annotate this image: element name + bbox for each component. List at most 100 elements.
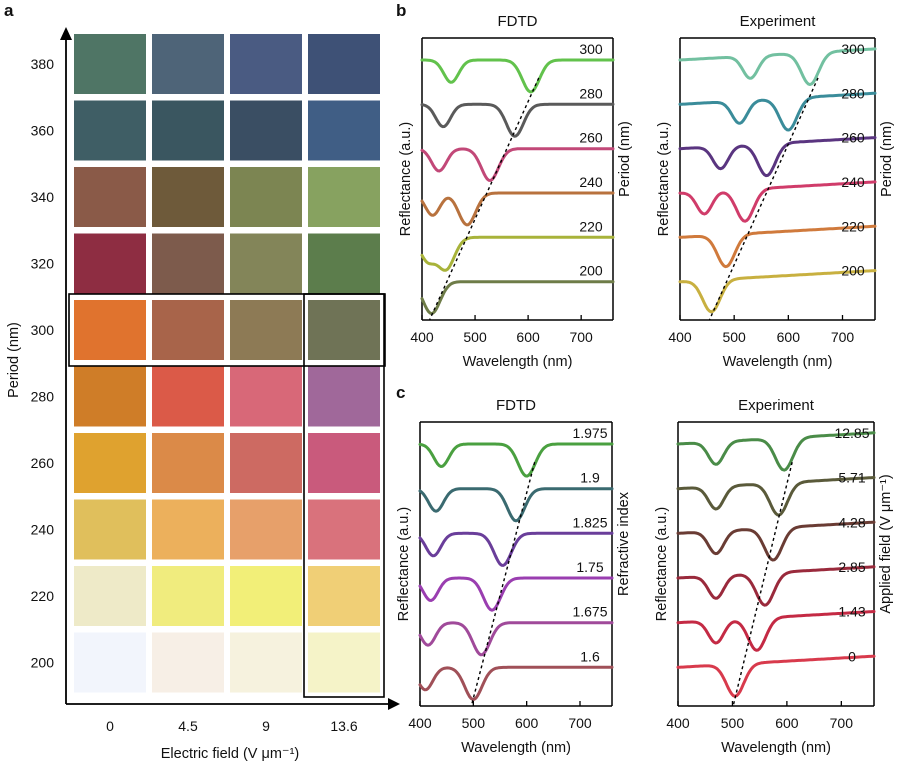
color-swatch-240-4.5 xyxy=(152,499,224,560)
color-swatch-240-13.6 xyxy=(308,499,380,560)
curve-label: 300 xyxy=(579,41,603,57)
x-tick-label: 600 xyxy=(515,715,539,731)
x-tick-label: 600 xyxy=(777,329,801,345)
curve-0 xyxy=(676,654,876,698)
curve-label: 280 xyxy=(579,85,603,101)
curve-1.43 xyxy=(676,610,876,652)
curve-label: 0 xyxy=(848,648,856,664)
x-tick-label: 500 xyxy=(722,329,746,345)
x-tick-label: 500 xyxy=(463,329,487,345)
curve-260 xyxy=(678,136,877,178)
dip-trend-line xyxy=(428,77,540,321)
curve-220 xyxy=(420,235,615,272)
curve-label: 200 xyxy=(579,263,603,279)
color-swatch-360-4.5 xyxy=(152,100,224,161)
plot-title: FDTD xyxy=(498,13,538,30)
x-tick-label: 400 xyxy=(408,715,432,731)
x-tick-label: 600 xyxy=(775,715,799,731)
x-axis-arrow-icon xyxy=(388,698,400,710)
field-tick-label: 4.5 xyxy=(178,718,198,734)
curve-280 xyxy=(678,91,877,132)
plot-title: Experiment xyxy=(740,13,817,30)
period-tick-label: 200 xyxy=(31,655,55,671)
period-tick-label: 300 xyxy=(31,322,55,338)
x-tick-label: 700 xyxy=(830,715,854,731)
curve-1.825 xyxy=(418,531,614,567)
curve-4.28 xyxy=(676,520,876,562)
plot-y-axis-label: Reflectance (a.u.) xyxy=(656,122,672,236)
color-swatch-280-0 xyxy=(74,366,146,427)
x-tick-label: 400 xyxy=(668,329,692,345)
period-tick-label: 360 xyxy=(31,123,55,139)
period-tick-label: 340 xyxy=(31,189,55,205)
color-swatch-260-0 xyxy=(74,433,146,493)
color-swatch-380-4.5 xyxy=(152,34,224,94)
x-tick-label: 600 xyxy=(516,329,540,345)
period-tick-label: 280 xyxy=(31,389,55,405)
x-tick-label: 500 xyxy=(462,715,486,731)
period-tick-label: 240 xyxy=(31,522,55,538)
color-swatch-300-9 xyxy=(230,300,302,360)
x-tick-label: 400 xyxy=(410,329,434,345)
field-tick-label: 9 xyxy=(262,718,270,734)
curve-300 xyxy=(678,47,877,86)
curve-label: 280 xyxy=(841,85,865,101)
color-swatch-380-9 xyxy=(230,34,302,94)
color-swatch-280-13.6 xyxy=(308,366,380,427)
color-swatch-300-0 xyxy=(74,300,146,360)
period-tick-label: 380 xyxy=(31,56,55,72)
curve-1.975 xyxy=(418,442,614,478)
curve-label: 2.85 xyxy=(838,559,865,575)
curve-200 xyxy=(420,280,615,316)
period-tick-label: 260 xyxy=(31,455,55,471)
y-axis-arrow-icon xyxy=(60,27,72,40)
color-swatch-360-0 xyxy=(74,100,146,161)
color-swatch-340-13.6 xyxy=(308,167,380,227)
plot-x-axis-label: Wavelength (nm) xyxy=(461,740,571,756)
curve-label: 1.975 xyxy=(572,425,607,441)
color-swatch-240-9 xyxy=(230,499,302,560)
color-swatch-220-0 xyxy=(74,566,146,626)
curve-260 xyxy=(420,147,615,182)
field-tick-label: 0 xyxy=(106,718,114,734)
color-swatch-260-13.6 xyxy=(308,433,380,493)
curve-label: 300 xyxy=(841,41,865,57)
color-swatch-340-4.5 xyxy=(152,167,224,227)
color-swatch-300-4.5 xyxy=(152,300,224,360)
field-tick-label: 13.6 xyxy=(330,718,357,734)
dip-trend-line xyxy=(732,461,793,707)
panel-letter-c: c xyxy=(396,383,405,402)
plot-x-axis-label: Wavelength (nm) xyxy=(721,740,831,756)
color-swatch-280-4.5 xyxy=(152,366,224,427)
curve-label: 200 xyxy=(841,263,865,279)
x-tick-label: 400 xyxy=(666,715,690,731)
curve-300 xyxy=(420,58,615,94)
x-tick-label: 700 xyxy=(568,715,592,731)
curve-240 xyxy=(678,180,877,223)
color-swatch-340-9 xyxy=(230,167,302,227)
plot-x-axis-label: Wavelength (nm) xyxy=(463,354,573,370)
color-swatch-200-9 xyxy=(230,632,302,693)
color-swatch-360-9 xyxy=(230,100,302,161)
x-tick-label: 700 xyxy=(831,329,855,345)
panel-a-y-axis-label: Period (nm) xyxy=(6,322,22,398)
curve-1.9 xyxy=(418,487,614,523)
period-tick-label: 320 xyxy=(31,256,55,272)
curve-1.675 xyxy=(418,621,614,657)
color-swatch-320-0 xyxy=(74,233,146,294)
x-tick-label: 700 xyxy=(569,329,593,345)
color-swatch-320-9 xyxy=(230,233,302,294)
curve-label: 220 xyxy=(841,218,865,234)
curve-1.75 xyxy=(418,576,614,612)
curve-label: 1.75 xyxy=(576,559,603,575)
plot-right-label: Period (nm) xyxy=(879,121,895,197)
plot-y-axis-label: Reflectance (a.u.) xyxy=(398,122,414,236)
color-swatch-200-13.6 xyxy=(308,632,380,693)
curve-label: 260 xyxy=(841,130,865,146)
curve-label: 1.6 xyxy=(580,648,600,664)
curve-2.85 xyxy=(676,565,876,607)
curve-label: 1.825 xyxy=(572,514,607,530)
color-swatch-380-0 xyxy=(74,34,146,94)
curve-label: 5.71 xyxy=(838,470,865,486)
